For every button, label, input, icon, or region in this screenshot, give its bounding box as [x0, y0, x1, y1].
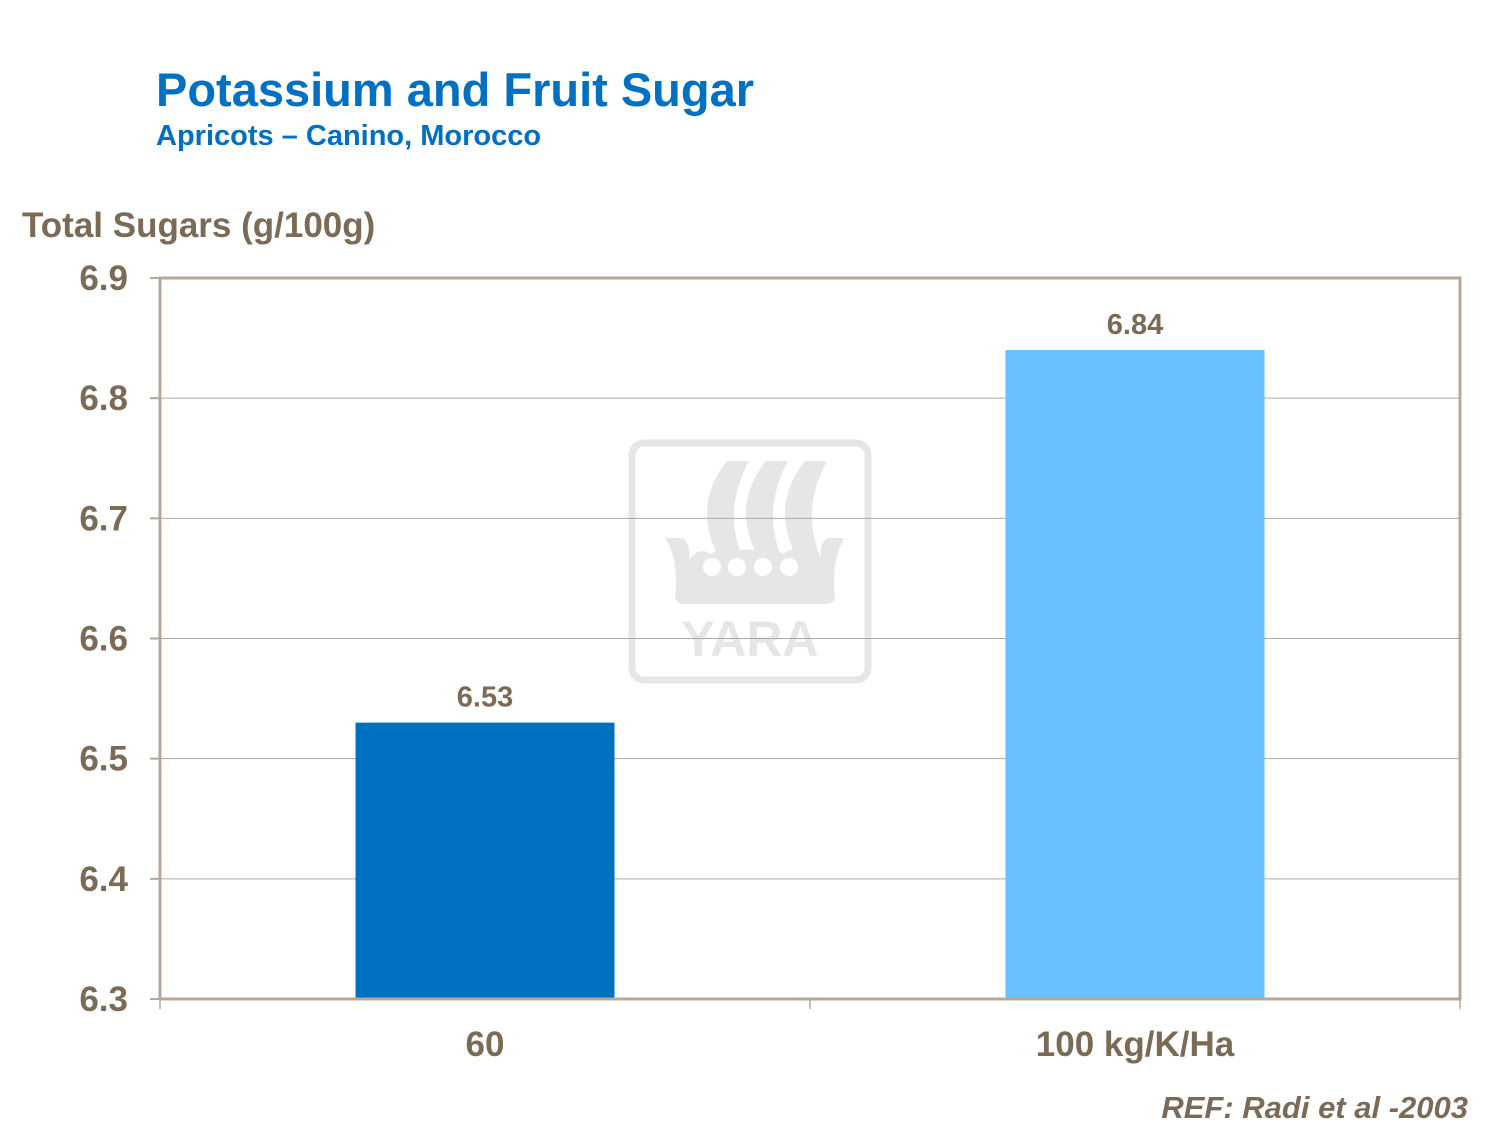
- bar-100-kg-k-ha: [1005, 350, 1265, 1000]
- bar-60: [355, 722, 615, 999]
- chart-subtitle: Apricots – Canino, Morocco: [156, 120, 542, 152]
- reference-note: REF: Radi et al -2003: [1161, 1090, 1468, 1125]
- yara-logo-watermark: YARA: [628, 439, 872, 684]
- y-tick-label: 6.8: [79, 379, 128, 418]
- y-tick-label: 6.3: [79, 980, 128, 1019]
- data-label: 6.84: [1107, 309, 1163, 341]
- chart-title: Potassium and Fruit Sugar: [156, 63, 755, 116]
- y-tick-label: 6.6: [79, 620, 128, 659]
- x-tick-label: 100 kg/K/Ha: [1036, 1025, 1235, 1064]
- y-tick-label: 6.7: [79, 499, 128, 538]
- y-tick-label: 6.9: [79, 259, 128, 298]
- x-tick-label: 60: [466, 1025, 505, 1064]
- y-axis-label: Total Sugars (g/100g): [22, 206, 376, 245]
- y-tick-label: 6.5: [79, 740, 128, 779]
- y-tick-label: 6.4: [79, 860, 128, 899]
- data-label: 6.53: [457, 682, 513, 714]
